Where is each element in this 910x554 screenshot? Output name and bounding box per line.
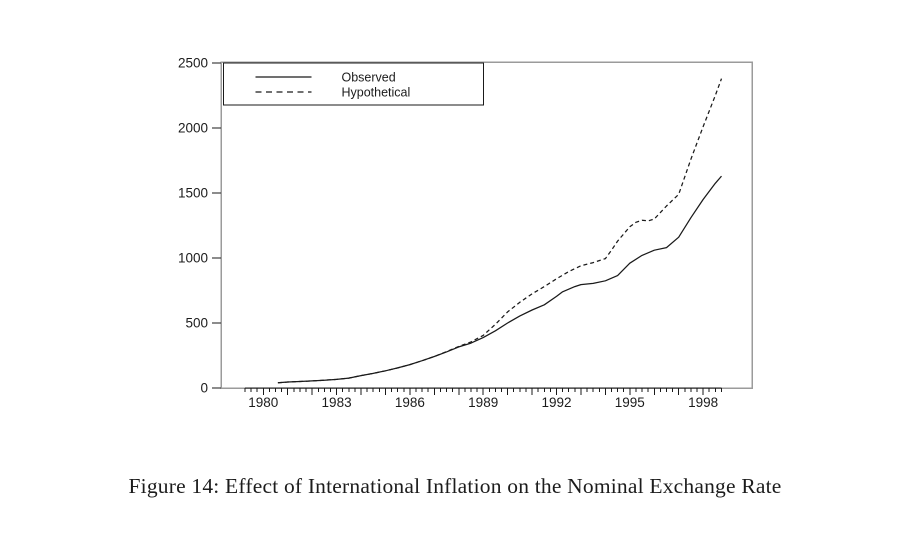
y-tick-label: 2500 [178, 56, 208, 71]
x-tick-label: 1986 [395, 395, 425, 410]
x-tick-label: 1995 [615, 395, 645, 410]
figure-caption: Figure 14: Effect of International Infla… [128, 474, 782, 498]
y-tick-label: 1000 [178, 251, 208, 266]
x-tick-label: 1983 [322, 395, 352, 410]
series-hypothetical-line [277, 78, 723, 384]
y-tick-label: 1500 [178, 186, 208, 201]
x-tick-label: 1992 [541, 395, 571, 410]
plot-frame [220, 61, 753, 389]
exchange-rate-chart: 1980 1983 1986 1989 1992 1995 1998 0 500 1000 1500… [178, 56, 753, 410]
legend-box [222, 62, 485, 106]
legend-label: Hypothetical [342, 86, 411, 100]
x-tick-label: 1998 [688, 395, 718, 410]
series-observed-line [277, 175, 722, 384]
x-tick-label: 1980 [248, 395, 278, 410]
legend-label: Observed [342, 71, 396, 85]
y-tick-label: 500 [185, 316, 208, 331]
y-tick-label: 2000 [178, 121, 208, 136]
x-tick-label: 1989 [468, 395, 498, 410]
y-tick-label: 0 [200, 381, 208, 396]
